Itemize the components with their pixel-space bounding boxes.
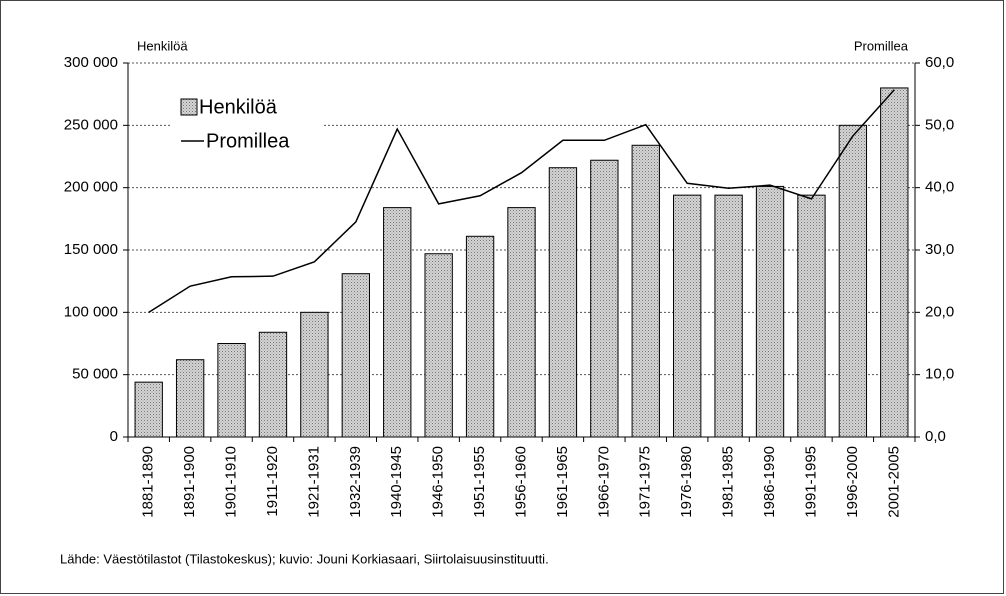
y-tick-label: 50 000 (72, 366, 118, 383)
x-tick-label: 1956-1960 (512, 446, 529, 518)
y-tick-label: 250 000 (64, 116, 118, 133)
bar (134, 381, 163, 438)
legend-label: Henkilöä (199, 96, 278, 118)
bar (755, 185, 785, 438)
bar (175, 359, 205, 438)
bar (548, 167, 578, 438)
x-tick-label: 1911-1920 (264, 446, 281, 517)
x-tick-label: 1901-1910 (223, 446, 240, 518)
y-tick-label: 100 000 (64, 303, 118, 320)
x-tick-label: 1971-1975 (637, 446, 654, 518)
line (148, 89, 895, 313)
x-tick-label: 1940-1945 (388, 446, 405, 518)
x-tick-label: 1981-1985 (720, 446, 737, 518)
legend-swatch (180, 98, 198, 116)
x-tick-label: 1976-1980 (678, 446, 695, 518)
bar (714, 194, 743, 438)
bar (217, 343, 246, 438)
y2-tick-label: 10,0 (925, 366, 954, 383)
y-tick-label: 200 000 (64, 179, 118, 196)
y2-tick-label: 60,0 (925, 54, 954, 71)
x-tick-label: 1946-1950 (430, 446, 447, 518)
x-tick-label: 1891-1900 (181, 446, 198, 518)
y-axis-label: Henkilöä (137, 38, 188, 53)
y2-tick-label: 0,0 (925, 428, 946, 445)
bar (797, 194, 826, 438)
y2-axis-label: Promillea (854, 38, 909, 53)
x-tick-label: 2001-2005 (885, 446, 902, 518)
x-tick-label: 1986-1990 (761, 446, 778, 518)
legend-label: Promillea (206, 130, 290, 152)
x-tick-label: 1951-1955 (471, 446, 488, 518)
bar (465, 235, 495, 438)
bar (880, 87, 909, 438)
bar (424, 253, 453, 438)
x-tick-label: 1961-1965 (554, 446, 571, 518)
bar (631, 144, 660, 438)
bar (590, 159, 619, 438)
x-tick-label: 1881-1890 (140, 446, 157, 518)
source: Lähde: Väestötilastot (Tilastokeskus); k… (60, 551, 549, 566)
x-tick-label: 1921-1931 (305, 446, 322, 518)
y-tick-label: 300 000 (64, 54, 118, 71)
bar (673, 194, 702, 438)
y-tick-label: 150 000 (64, 241, 118, 258)
y2-tick-label: 30,0 (925, 241, 954, 258)
y2-tick-label: 20,0 (925, 303, 954, 320)
bar (507, 207, 536, 438)
x-tick-label: 1996-2000 (844, 446, 861, 518)
bar (838, 124, 868, 438)
y-tick-label: 0 (110, 428, 118, 445)
x-tick-label: 1932-1939 (347, 446, 364, 518)
bar (341, 273, 370, 438)
bar (258, 331, 288, 438)
bar (383, 207, 412, 438)
x-tick-label: 1991-1995 (802, 446, 819, 518)
x-tick-label: 1966-1970 (595, 446, 612, 518)
y2-tick-label: 50,0 (925, 116, 954, 133)
y2-tick-label: 40,0 (925, 179, 954, 196)
bar (300, 311, 329, 438)
